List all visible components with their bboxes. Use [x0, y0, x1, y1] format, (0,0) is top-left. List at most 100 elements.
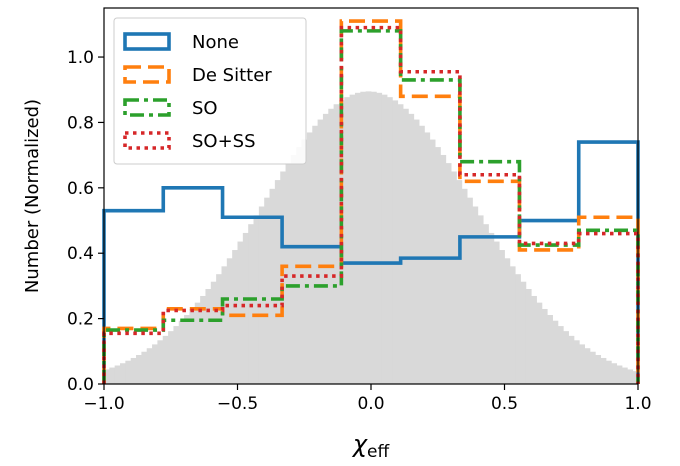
x-tick-label: 1.0 [624, 394, 651, 414]
x-axis-label-main: χ [351, 430, 368, 458]
background-bar [632, 371, 639, 384]
legend-label-none: None [192, 32, 239, 53]
background-bar [237, 241, 244, 384]
background-bar [445, 163, 452, 384]
background-bar [285, 163, 292, 384]
background-bar [381, 94, 388, 384]
background-bar [611, 363, 618, 384]
background-bar [301, 139, 308, 384]
legend-swatch-so-ss [123, 131, 171, 150]
background-bar [354, 92, 361, 385]
y-tick-label: 0.4 [67, 244, 94, 264]
y-axis-ticks: 0.0 0.2 0.4 0.6 0.8 1.0 [67, 48, 104, 395]
background-bar [146, 348, 153, 384]
background-bar [136, 354, 142, 384]
background-bar [573, 340, 580, 384]
background-bar [312, 125, 318, 384]
background-bar [429, 139, 436, 384]
background-bar [104, 369, 110, 384]
x-axis-label-subscript: eff [367, 442, 390, 462]
background-bar [483, 224, 489, 384]
background-bar [589, 351, 596, 384]
background-bar [515, 274, 521, 384]
background-bar [413, 119, 420, 385]
background-bar [605, 360, 612, 384]
background-bar [467, 197, 473, 384]
background-bar [130, 357, 137, 384]
x-axis-label: χeff [351, 430, 391, 462]
background-bar [504, 258, 511, 384]
background-bar [408, 113, 415, 385]
background-bar [184, 315, 190, 384]
background-bar [584, 348, 591, 384]
x-tick-label: 0.5 [491, 394, 518, 414]
background-bar [477, 215, 484, 384]
background-bar [376, 92, 383, 385]
background-bar [557, 326, 564, 384]
background-bar [392, 100, 399, 384]
background-bar [579, 344, 585, 384]
background-bar [349, 94, 356, 384]
legend-box [113, 17, 307, 165]
background-bar [621, 367, 628, 384]
background-bar [264, 197, 270, 384]
background-bar [616, 365, 623, 384]
background-bar [499, 250, 505, 384]
background-bar [451, 171, 457, 384]
background-bar [627, 369, 634, 384]
x-tick-label: −0.5 [217, 394, 258, 414]
background-bar [114, 365, 121, 384]
background-bar [109, 367, 116, 384]
background-bar [371, 91, 377, 384]
background-bar [461, 188, 468, 384]
background-bar [189, 308, 196, 384]
background-bar [525, 288, 532, 384]
background-bar [152, 344, 158, 384]
background-bar [178, 320, 185, 384]
background-bar [387, 97, 393, 384]
background-bar [141, 351, 148, 384]
background-bar [120, 363, 126, 384]
background-bar [440, 154, 447, 384]
y-tick-label: 0.8 [67, 113, 94, 133]
background-bar [221, 266, 228, 384]
x-axis-ticks: −1.0 −0.5 0.0 0.5 1.0 [83, 384, 652, 414]
background-bar [258, 206, 265, 384]
y-tick-label: 0.0 [67, 375, 94, 395]
background-bar [595, 354, 602, 384]
background-bar [162, 335, 169, 384]
background-bar [280, 171, 286, 384]
legend: None De Sitter SO SO+SS [113, 17, 307, 165]
background-bar [306, 132, 313, 384]
background-bar [547, 315, 553, 384]
series-none-line [102, 140, 640, 384]
background-bar [317, 119, 324, 385]
background-bar [360, 91, 367, 384]
background-bar [563, 331, 569, 384]
background-bar [419, 125, 425, 384]
y-tick-label: 1.0 [67, 48, 94, 68]
background-bar [600, 357, 607, 384]
background-bar [365, 91, 372, 385]
series-layer [102, 19, 640, 384]
legend-label-de-sitter: De Sitter [192, 65, 272, 86]
background-bar [216, 274, 222, 384]
legend-swatch-none [123, 32, 171, 51]
background-bar [168, 331, 174, 384]
x-tick-label: 0.0 [357, 394, 384, 414]
background-bar [552, 320, 559, 384]
background-histogram [104, 91, 639, 385]
background-bar [205, 288, 212, 384]
background-bar [397, 104, 404, 385]
background-bar [531, 295, 537, 384]
background-bar [435, 147, 441, 384]
y-axis-label: Number (Normalized) [22, 99, 43, 293]
background-bar [269, 188, 276, 384]
background-bar [194, 302, 201, 384]
y-tick-label: 0.6 [67, 179, 94, 199]
background-bar [157, 340, 164, 384]
legend-swatch-so [123, 98, 171, 117]
background-bar [509, 266, 516, 384]
background-bar [226, 258, 233, 384]
